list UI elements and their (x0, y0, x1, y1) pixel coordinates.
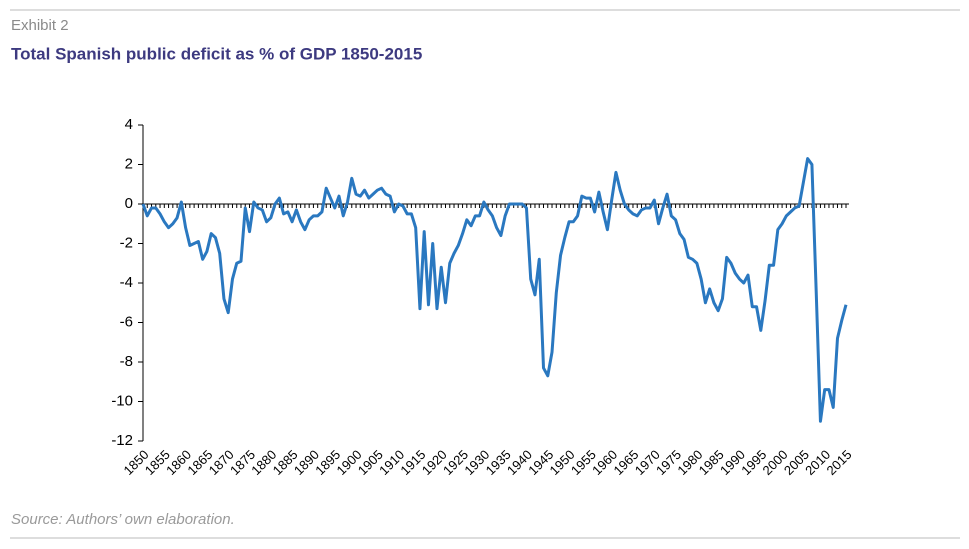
y-tick-label: -12 (111, 432, 133, 449)
source-note: Source: Authors’ own elaboration. (11, 511, 235, 528)
exhibit-label: Exhibit 2 (11, 17, 69, 34)
data-line (141, 157, 848, 423)
x-tick-label: 2015 (823, 447, 854, 478)
y-tick-label: -2 (120, 234, 133, 251)
y-tick-label: -6 (120, 313, 133, 330)
y-tick-label: -8 (120, 353, 133, 370)
y-tick-label: -10 (111, 392, 133, 409)
y-tick-label: -4 (120, 274, 133, 291)
y-tick-label: 2 (125, 155, 133, 172)
y-tick-label: 0 (125, 195, 133, 212)
y-tick-label: 4 (125, 116, 133, 133)
chart-title: Total Spanish public deficit as % of GDP… (11, 44, 422, 63)
